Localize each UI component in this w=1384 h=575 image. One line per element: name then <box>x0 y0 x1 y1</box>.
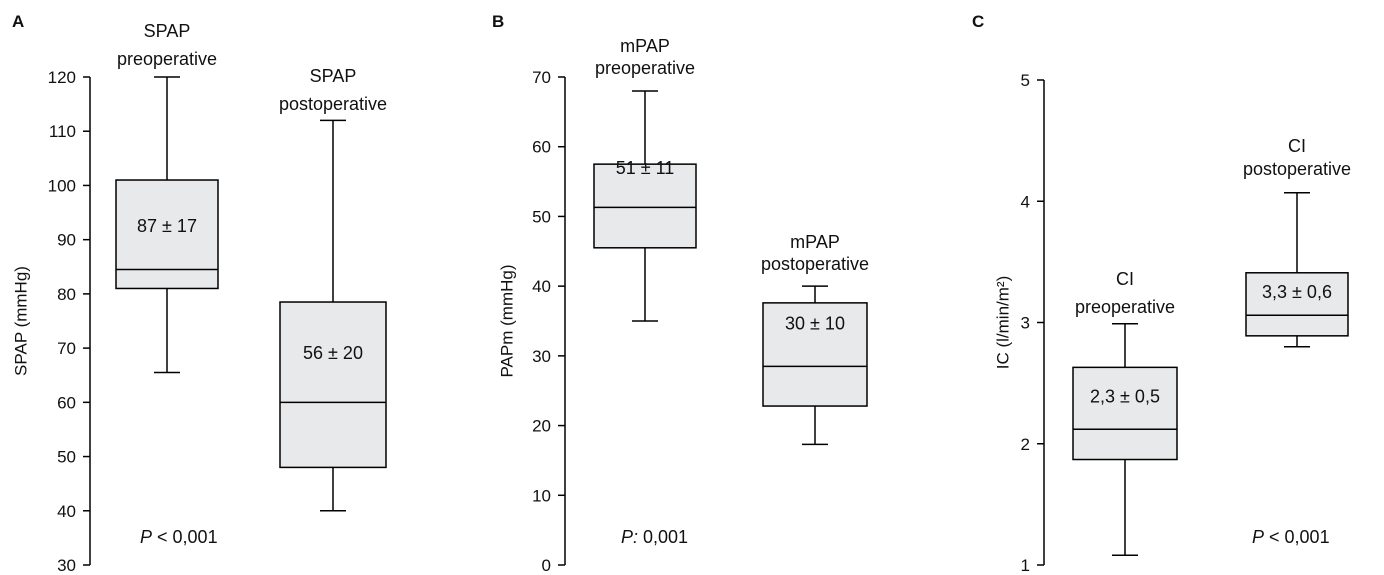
y-tick-label: 3 <box>1021 314 1030 333</box>
iqr-box <box>762 302 868 407</box>
group-label: SPAP <box>144 21 191 41</box>
y-tick-label: 0 <box>542 556 551 575</box>
y-tick-label: 50 <box>532 207 551 226</box>
y-tick-label: 120 <box>48 68 76 87</box>
stat-label: 56 ± 20 <box>303 343 363 363</box>
y-tick-label: 100 <box>48 176 76 195</box>
stat-label: 2,3 ± 0,5 <box>1090 386 1160 406</box>
panel-a: A 30 40 50 60 70 80 90 100 110 120 SPAP (mmHg) 87 ± … <box>11 12 387 575</box>
panel-c: C 1 2 3 4 5 IC (l/min/m²) 2,3 ± 0,5 CI preoperati… <box>972 12 1351 575</box>
group-label: mPAP <box>790 232 840 252</box>
group-label: preoperative <box>595 58 695 78</box>
group-label: postoperative <box>761 254 869 274</box>
y-tick-label: 30 <box>532 347 551 366</box>
iqr-box <box>115 179 219 290</box>
group-label: postoperative <box>279 94 387 114</box>
y-tick-label: 50 <box>57 448 76 467</box>
y-tick-label: 10 <box>532 486 551 505</box>
p-value-text: 0,001 <box>638 527 688 547</box>
group-label: mPAP <box>620 36 670 56</box>
y-tick-label: 4 <box>1021 192 1030 211</box>
stat-label: 51 ± 11 <box>616 158 675 178</box>
box-group: 87 ± 17 SPAP preoperative <box>115 21 219 374</box>
y-tick-label: 110 <box>49 122 76 141</box>
p-value-prefix: P: <box>621 527 638 547</box>
y-tick-label: 2 <box>1021 435 1030 454</box>
p-value-text: < 0,001 <box>1264 527 1330 547</box>
panel-letter: C <box>972 12 984 31</box>
stat-label: 3,3 ± 0,6 <box>1262 282 1332 302</box>
y-tick-label: 60 <box>57 393 76 412</box>
y-axis-label: PAPm (mmHg) <box>497 264 516 377</box>
iqr-box <box>1245 272 1349 337</box>
p-value-text: < 0,001 <box>152 527 218 547</box>
p-value-label: P < 0,001 <box>1252 527 1330 547</box>
panel-letter: B <box>492 12 504 31</box>
p-value-prefix: P <box>1252 527 1264 547</box>
y-tick-label: 90 <box>57 231 76 250</box>
y-tick-label: 1 <box>1021 556 1030 575</box>
box-group: 3,3 ± 0,6 CI postoperative <box>1243 136 1351 348</box>
group-label: preoperative <box>1075 297 1175 317</box>
p-value-label: P < 0,001 <box>140 527 218 547</box>
y-tick-label: 30 <box>57 556 76 575</box>
y-tick-label: 20 <box>532 417 551 436</box>
group-label: preoperative <box>117 49 217 69</box>
y-tick-label: 40 <box>532 277 551 296</box>
group-label: CI <box>1288 136 1306 156</box>
p-value-prefix: P <box>140 527 152 547</box>
box-group: 2,3 ± 0,5 CI preoperative <box>1072 269 1178 557</box>
group-label: SPAP <box>310 66 357 86</box>
y-tick-label: 60 <box>532 138 551 157</box>
y-tick-label: 5 <box>1021 71 1030 90</box>
iqr-box <box>1072 366 1178 461</box>
group-label: postoperative <box>1243 159 1351 179</box>
y-tick-label: 70 <box>532 68 551 87</box>
iqr-box <box>279 301 387 469</box>
group-label: CI <box>1116 269 1134 289</box>
p-value-label: P: 0,001 <box>621 527 688 547</box>
y-tick-label: 80 <box>57 285 76 304</box>
y-axis-label: SPAP (mmHg) <box>11 266 30 376</box>
stat-label: 30 ± 10 <box>785 314 845 334</box>
y-tick-label: 40 <box>57 502 76 521</box>
box-group: 56 ± 20 SPAP postoperative <box>279 66 387 512</box>
iqr-box <box>593 163 697 249</box>
panel-letter: A <box>12 12 24 31</box>
stat-label: 87 ± 17 <box>137 216 197 236</box>
y-axis-label: IC (l/min/m²) <box>993 276 1012 369</box>
y-tick-label: 70 <box>57 339 76 358</box>
